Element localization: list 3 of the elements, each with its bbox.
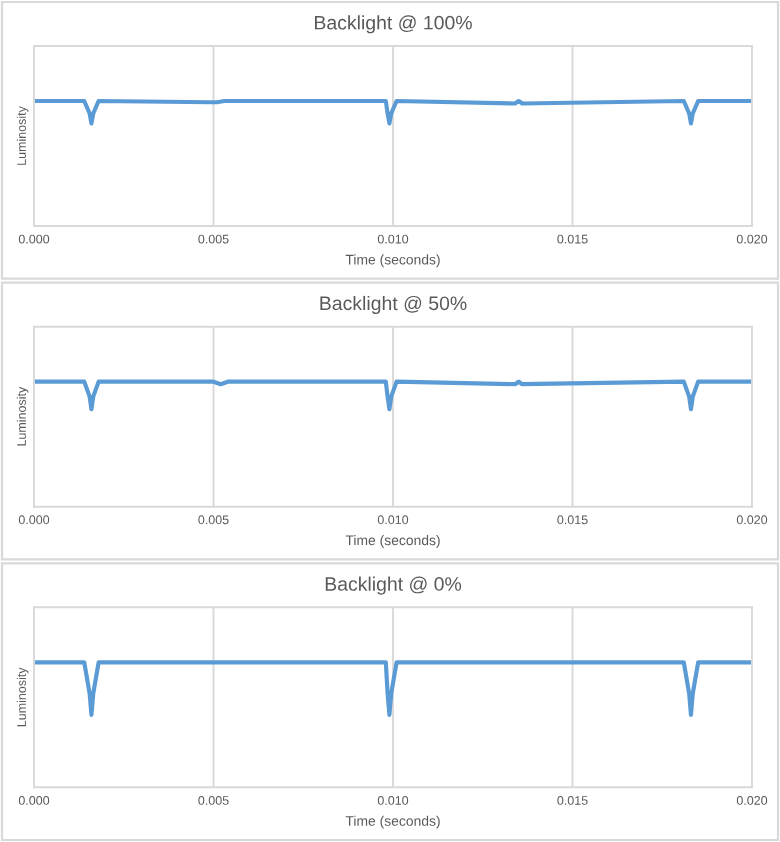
chart-title: Backlight @ 0% (325, 576, 462, 595)
chart-title: Backlight @ 50% (320, 295, 467, 315)
chart-title: Backlight @ 100% (315, 15, 472, 34)
